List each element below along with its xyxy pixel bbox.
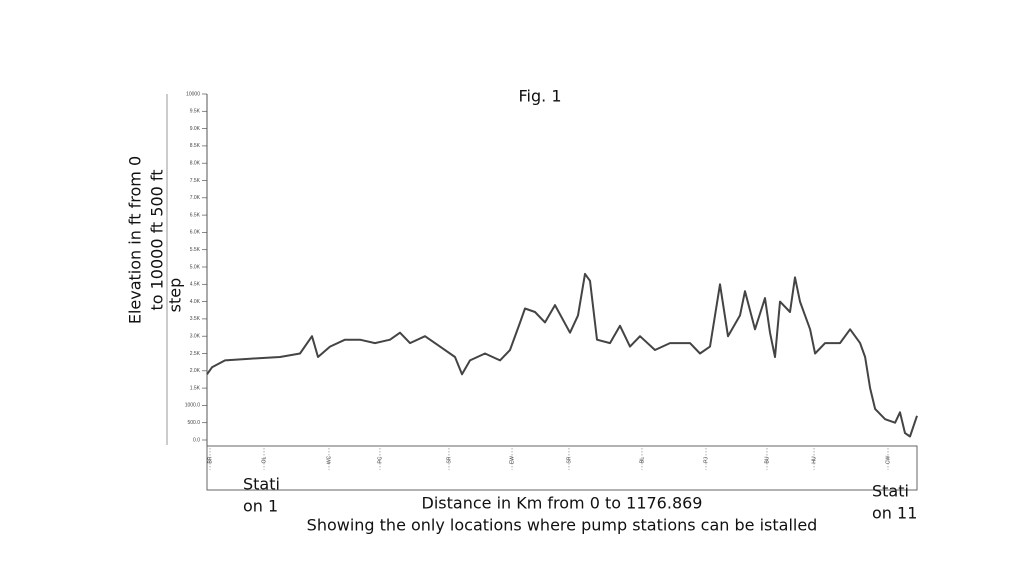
y-tick-label: 4.0K (190, 299, 201, 305)
x-tick-label: PJ (703, 457, 709, 463)
x-tick-label: CW (885, 456, 891, 465)
y-tick-label: 10000 (186, 91, 200, 97)
y-tick-label: 4.5K (190, 282, 201, 288)
y-tick-label: 5.0K (190, 264, 201, 270)
station-label: on 1 (243, 497, 278, 516)
y-tick-label: 6.5K (190, 212, 201, 218)
x-tick-label: BL (639, 457, 645, 463)
y-tick-label: 1.5K (190, 385, 201, 391)
y-tick-label: 9.5K (190, 109, 201, 115)
y-axis-label: to 10000 ft 500 ft (148, 169, 167, 310)
chart-title: Fig. 1 (519, 87, 562, 106)
x-tick-label: HU (811, 456, 817, 464)
subtitle: Showing the only locations where pump st… (307, 516, 818, 535)
y-tick-label: 9.0K (190, 126, 201, 132)
y-axis-label: step (166, 278, 185, 313)
y-tick-label: 3.0K (190, 334, 201, 340)
y-tick-label: 6.0K (190, 230, 201, 236)
y-tick-label: 7.5K (190, 178, 201, 184)
x-axis-band (206, 445, 918, 491)
station-label: Stati (243, 475, 280, 494)
y-axis-label: Elevation in ft from 0 (126, 156, 145, 324)
x-axis-label: Distance in Km from 0 to 1176.869 (422, 494, 703, 513)
x-tick-label: PC (377, 456, 383, 463)
elevation-line (206, 272, 918, 438)
y-tick-label: 2.5K (190, 351, 201, 357)
y-tick-label: 500.0 (187, 420, 200, 426)
y-tick-label: 7.0K (190, 195, 201, 201)
y-tick-label: 8.0K (190, 161, 201, 167)
x-tick-label: BU (764, 456, 770, 463)
x-tick-label: SR (566, 456, 572, 463)
y-tick-label: 8.5K (190, 143, 201, 149)
y-tick-label: 2.0K (190, 368, 201, 374)
y-tick-label: 0.0 (193, 437, 200, 443)
x-tick-label: SR (446, 456, 452, 463)
y-tick-label: 5.5K (190, 247, 201, 253)
x-tick-label: WC (326, 455, 332, 464)
station-label: Stati (872, 482, 909, 501)
station-label: on 11 (872, 504, 917, 523)
x-tick-label: EW (509, 456, 515, 464)
y-tick-label: 1000.0 (185, 403, 201, 409)
x-tick-label: OL (261, 456, 267, 463)
x-tick-label: BR (207, 456, 213, 463)
y-tick-label: 3.5K (190, 316, 201, 322)
